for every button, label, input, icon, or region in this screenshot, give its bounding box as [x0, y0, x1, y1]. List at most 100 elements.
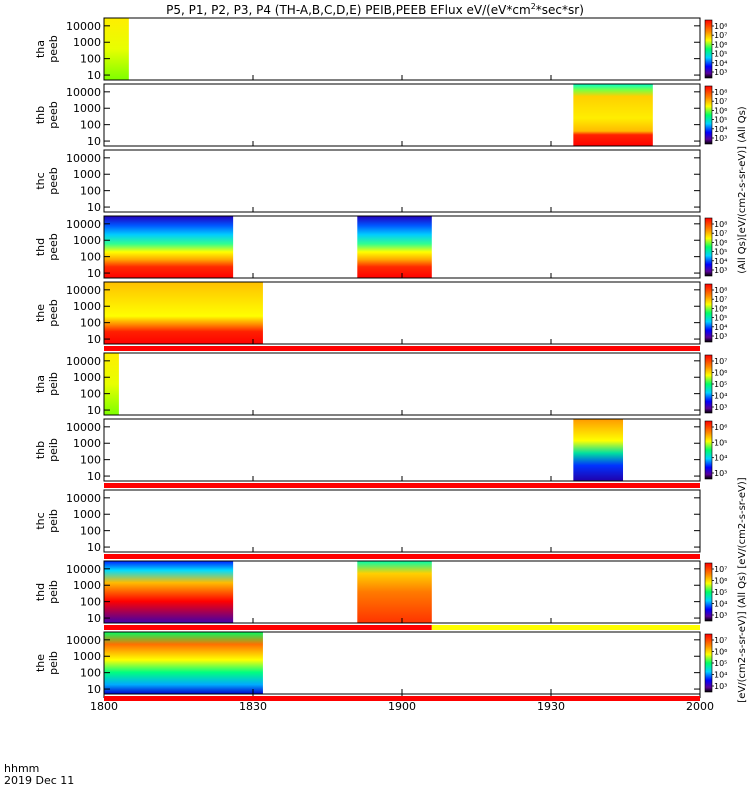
- colorbar-tick-label: 10⁶: [714, 304, 727, 313]
- x-axis: 1800 1830 1900 1930 2000: [90, 694, 714, 713]
- panel-probe-label: thb: [34, 441, 47, 459]
- y-tick-label: 10: [87, 470, 101, 483]
- panel-probe-label: the: [34, 654, 47, 672]
- colorbar-tick-label: 10⁴: [714, 671, 727, 680]
- spectrogram-block-1: [573, 84, 653, 146]
- status-bars-group: [104, 346, 700, 701]
- y-tick-label: 1000: [73, 234, 101, 247]
- colorbar-tick-label: 10⁵: [714, 438, 727, 447]
- colorbar-title-bottom: [eV/(cm2-s-sr-eV)] (All Qs) [eV/(cm2-s-s…: [737, 477, 748, 702]
- colorbar-tick-label: 10⁵: [714, 50, 727, 59]
- colorbar-tick-label: 10⁶: [714, 40, 727, 49]
- y-tick-label: 1000: [73, 102, 101, 115]
- panel-product-label: peeb: [47, 299, 60, 327]
- colorbar-tick-label: 10³: [714, 403, 727, 412]
- panel-frame: [103, 489, 701, 553]
- x-axis-label-line1: hhmm: [4, 762, 39, 775]
- colorbar: [704, 217, 713, 277]
- colorbar-tick-label: 10³: [714, 332, 727, 341]
- y-tick-label: 10000: [66, 218, 101, 231]
- status-bar-segment-1: [104, 625, 432, 630]
- colorbar-tick-label: 10⁷: [714, 229, 727, 238]
- y-tick-label: 100: [80, 53, 101, 66]
- colorbar-tick-label: 10⁵: [714, 380, 727, 389]
- x-tick-label: 1900: [388, 700, 416, 713]
- status-bar-segment-1: [104, 346, 700, 351]
- colorbar: [704, 562, 713, 622]
- colorbar-tick-label: 10⁶: [714, 577, 727, 586]
- colorbar-tick-label: 10⁷: [714, 636, 727, 645]
- y-tick-label: 100: [80, 388, 101, 401]
- y-tick-label: 1000: [73, 371, 101, 384]
- colorbar-tick-label: 10⁸: [714, 220, 727, 229]
- panel-product-label: peeb: [47, 35, 60, 63]
- y-tick-label: 10: [87, 267, 101, 280]
- y-tick-label: 10: [87, 201, 101, 214]
- panel-probe-label: the: [34, 304, 47, 322]
- colorbar-tick-label: 10⁸: [714, 88, 727, 97]
- y-tick-label: 10: [87, 333, 101, 346]
- x-tick-label: 1800: [90, 700, 118, 713]
- colorbar-tick-label: 10⁴: [714, 600, 727, 609]
- y-tick-label: 1000: [73, 650, 101, 663]
- colorbar-tick-label: 10⁷: [714, 31, 727, 40]
- panel-product-label: peib: [47, 438, 60, 462]
- y-tick-label: 100: [80, 667, 101, 680]
- status-bar-after-the-peib: [104, 696, 700, 701]
- panel-probe-label: thb: [34, 106, 47, 124]
- colorbar-tick-label: 10³: [714, 469, 727, 478]
- y-tick-label: 10000: [66, 355, 101, 368]
- panel-probe-label: thd: [34, 238, 47, 256]
- colorbar-tick-label: 10⁴: [714, 257, 727, 266]
- y-tick-label: 100: [80, 596, 101, 609]
- panel-thd-peib: 10 100 1000 10000 thd peib 10³ 10⁴ 10⁵ 10⁶ 10⁷: [34, 560, 727, 625]
- x-tick-label: 2000: [686, 700, 714, 713]
- y-tick-label: 100: [80, 525, 101, 538]
- colorbar-tick-label: 10⁶: [714, 238, 727, 247]
- panel-thc-peib: 10 100 1000 10000 thc peib: [34, 489, 701, 554]
- status-bar-after-thd-peib: [104, 625, 700, 630]
- status-bar-after-the-peeb: [104, 346, 700, 351]
- spectrogram-block-1: [104, 632, 263, 694]
- panel-product-label: peeb: [47, 167, 60, 195]
- colorbar-tick-label: 10⁴: [714, 454, 727, 463]
- colorbar-tick-label: 10⁵: [714, 588, 727, 597]
- colorbar-title-top: (All Qs)[eV/(cm2-s-sr-eV)] (All Qs): [737, 106, 748, 273]
- colorbar-tick-label: 10⁵: [714, 248, 727, 257]
- panel-product-label: peeb: [47, 233, 60, 261]
- colorbar-tick-label: 10³: [714, 266, 727, 275]
- spectrogram-block-1: [104, 282, 263, 344]
- spectrogram-block-2: [357, 216, 432, 278]
- colorbar-tick-label: 10³: [714, 682, 727, 691]
- y-tick-label: 1000: [73, 300, 101, 313]
- y-tick-label: 10000: [66, 563, 101, 576]
- panel-probe-label: thc: [34, 172, 47, 189]
- panel-frame: [103, 17, 701, 81]
- colorbar-tick-label: 10⁶: [714, 369, 727, 378]
- y-tick-label: 1000: [73, 508, 101, 521]
- colorbar-tick-label: 10⁷: [714, 97, 727, 106]
- status-bar-segment-1: [104, 554, 700, 559]
- status-bar-segment-1: [104, 696, 700, 701]
- panel-product-label: peeb: [47, 101, 60, 129]
- spectrogram-block-1: [104, 353, 119, 415]
- panel-tha-peib: 10 100 1000 10000 tha peib 10³ 10⁴ 10⁵ 10⁶ 10⁷: [34, 352, 727, 417]
- y-tick-label: 1000: [73, 437, 101, 450]
- colorbar-tick-label: 10⁷: [714, 565, 727, 574]
- colorbar: [704, 19, 713, 79]
- y-tick-label: 10: [87, 404, 101, 417]
- colorbar: [704, 633, 713, 693]
- y-tick-label: 10000: [66, 421, 101, 434]
- panel-the-peib: 10 100 1000 10000 the peib 10³ 10⁴ 10⁵ 10⁶ 10⁷: [34, 631, 727, 696]
- status-bar-after-thc-peib: [104, 554, 700, 559]
- colorbar-tick-label: 10⁵: [714, 116, 727, 125]
- colorbar-tick-label: 10⁶: [714, 423, 727, 432]
- colorbar-tick-label: 10⁵: [714, 659, 727, 668]
- colorbar: [704, 85, 713, 145]
- panel-product-label: peib: [47, 580, 60, 604]
- colorbar: [704, 420, 713, 480]
